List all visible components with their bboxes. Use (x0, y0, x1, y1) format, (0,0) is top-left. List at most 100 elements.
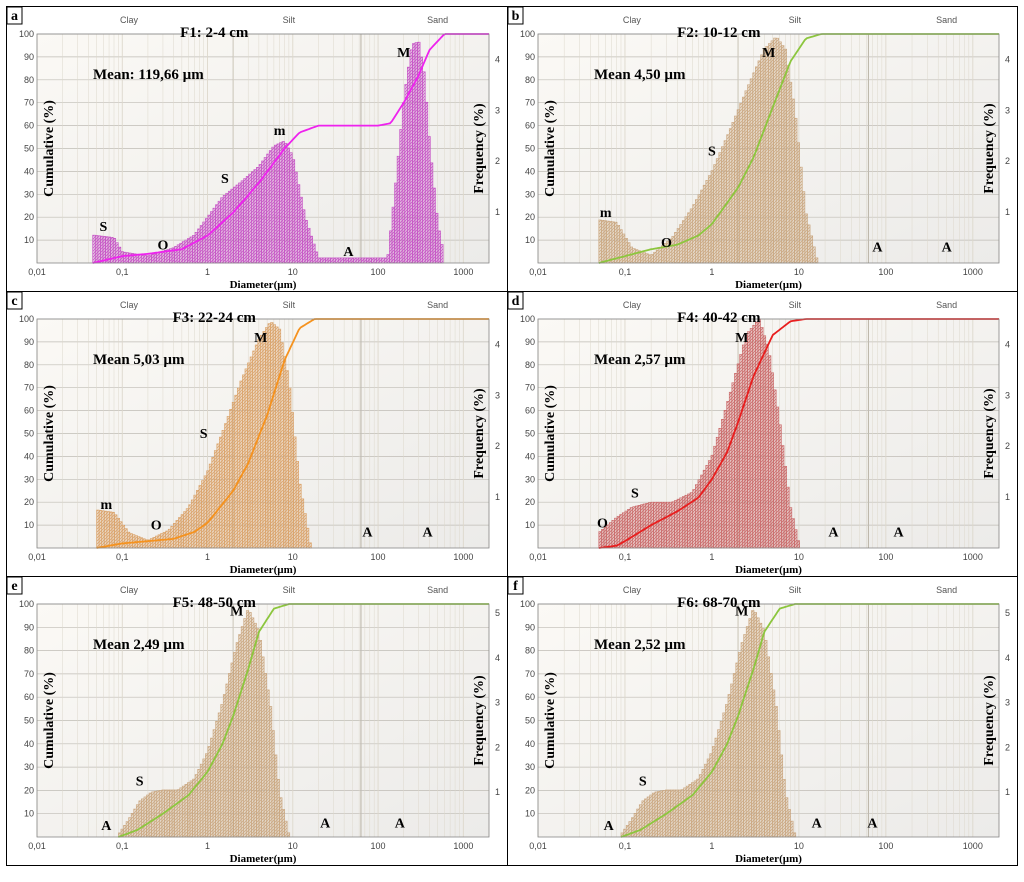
y-left-tick-label: 80 (525, 360, 535, 370)
y-left-tick-label: 20 (525, 785, 535, 795)
mode-annotation: M (397, 46, 410, 61)
frequency-bar (243, 178, 247, 264)
frequency-bar (190, 499, 195, 549)
frequency-bar (179, 787, 183, 838)
frequency-bar (257, 338, 261, 549)
y-left-tick-label: 90 (24, 52, 34, 62)
mode-annotation: A (894, 526, 905, 541)
frequency-bar (749, 78, 754, 264)
y-right-tick-label: 4 (1005, 653, 1010, 663)
frequency-bar (179, 242, 183, 264)
frequency-bar (181, 241, 186, 264)
frequency-bar (139, 537, 143, 549)
frequency-bar (138, 800, 142, 838)
y-left-tick-label: 80 (24, 360, 34, 370)
x-tick-label: 0,01 (529, 267, 547, 277)
frequency-bar (92, 234, 96, 264)
frequency-bar (196, 489, 200, 549)
chart-svg: Clay Silt Sand 10 20 30 40 50 60 70 80 90 100 1 2 3 4 5 0,… (508, 577, 1010, 865)
mode-annotation: M (762, 46, 775, 61)
panel-a: Clay Silt Sand 10 20 30 40 50 60 70 80 90 100 1 2 3 4 0,0… (6, 6, 508, 292)
y-left-tick-label: 60 (525, 406, 535, 416)
y-left-tick-label: 50 (525, 144, 535, 154)
frequency-bar (770, 40, 774, 264)
y-right-tick-label: 1 (1005, 207, 1010, 217)
frequency-bar (211, 457, 215, 549)
frequency-bar (156, 252, 160, 264)
mode-annotation: O (151, 519, 162, 534)
frequency-bar (772, 689, 776, 838)
frequency-bar (228, 673, 232, 838)
frequency-bar (396, 155, 400, 264)
frequency-bar (240, 180, 244, 264)
y-right-tick-label: 2 (495, 441, 500, 451)
frequency-bar (758, 622, 763, 838)
zone-label-silt: Silt (283, 300, 296, 310)
frequency-bar (435, 212, 439, 264)
frequency-bar (208, 463, 213, 549)
frequency-bar (680, 789, 684, 838)
x-tick-label: 1000 (963, 267, 983, 277)
frequency-bar (204, 218, 209, 264)
frequency-bar (629, 507, 634, 549)
frequency-bar (809, 235, 814, 264)
panel-d: Clay Silt Sand 10 20 30 40 50 60 70 80 90 100 1 2 3 4 0,0… (507, 291, 1018, 577)
frequency-bar (121, 524, 126, 549)
frequency-bar (785, 797, 789, 838)
frequency-bar (373, 257, 377, 264)
frequency-bar (614, 517, 618, 549)
frequency-bar (663, 501, 667, 549)
y-left-tick-label: 30 (525, 189, 535, 199)
frequency-bar (391, 206, 395, 264)
frequency-bar (674, 232, 678, 264)
frequency-bar (138, 254, 142, 264)
frequency-bar (286, 832, 291, 838)
y-right-tick-label: 1 (495, 207, 500, 217)
frequency-bar (755, 321, 759, 549)
frequency-bar (773, 389, 777, 549)
frequency-bar (135, 804, 140, 838)
frequency-bar (739, 354, 743, 549)
frequency-bar (180, 514, 184, 549)
y-right-tick-label: 4 (1005, 54, 1010, 64)
mode-annotation: S (708, 144, 716, 159)
x-tick-label: 1 (709, 552, 714, 562)
y-left-tick-label: 40 (24, 166, 34, 176)
x-tick-label: 10 (794, 267, 804, 277)
frequency-bar (779, 754, 784, 838)
frequency-bar (752, 72, 756, 264)
zone-label-sand: Sand (427, 300, 448, 310)
y-right-tick-label: 1 (495, 492, 500, 502)
frequency-bar (695, 199, 699, 264)
y-left-axis-label: Cumulative (%) (42, 385, 57, 482)
frequency-bar (681, 496, 686, 549)
y-right-tick-label: 5 (1005, 608, 1010, 618)
frequency-bar (101, 510, 105, 549)
x-tick-label: 10 (288, 552, 298, 562)
panel-letter: a (11, 9, 18, 24)
frequency-bar (653, 501, 657, 549)
frequency-bar (710, 170, 714, 264)
frequency-bar (691, 782, 695, 838)
frequency-bar (743, 634, 747, 838)
frequency-bar (705, 465, 709, 549)
frequency-bar (272, 324, 276, 549)
frequency-bar (672, 789, 677, 838)
x-axis-label: Diameter(µm) (735, 853, 802, 865)
frequency-bar (701, 769, 705, 838)
frequency-bar (708, 460, 712, 549)
frequency-bar (220, 704, 224, 838)
frequency-bar (710, 454, 714, 549)
frequency-bar (762, 48, 767, 264)
plot-frame (36, 603, 490, 838)
frequency-bar (184, 239, 188, 264)
frequency-bar (203, 475, 207, 549)
frequency-bar (207, 746, 211, 838)
frequency-bar (753, 612, 757, 838)
frequency-bar (787, 809, 791, 838)
zone-label-silt: Silt (283, 585, 296, 595)
y-right-axis-label: Frequency (%) (982, 675, 997, 766)
y-left-tick-label: 40 (525, 739, 535, 749)
mode-annotation: A (867, 817, 878, 832)
mode-annotation: O (597, 516, 608, 531)
